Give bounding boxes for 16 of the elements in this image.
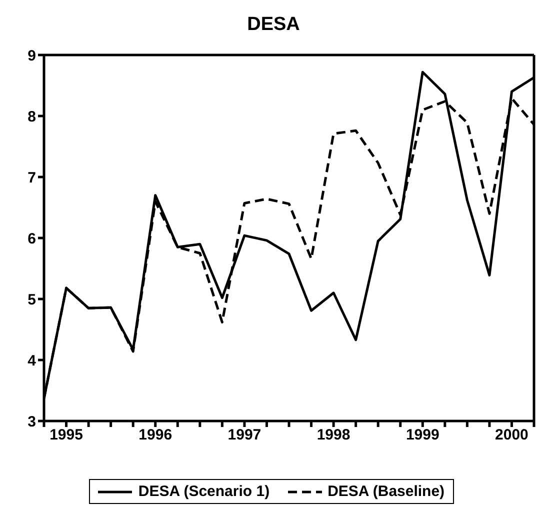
- y-tick-label: 9: [28, 47, 36, 64]
- x-tick-label: 1999: [406, 426, 440, 444]
- legend-label: DESA (Baseline): [328, 483, 445, 500]
- x-tick-label: 2000: [495, 426, 528, 444]
- y-tick-label: 5: [28, 291, 36, 308]
- x-tick-label: 1996: [138, 426, 172, 444]
- x-tick-label: 1995: [50, 426, 83, 444]
- y-tick-label: 6: [28, 230, 36, 248]
- chart-title: DESA: [246, 14, 301, 37]
- y-tick-label: 8: [28, 108, 36, 126]
- y-tick-label: 7: [28, 169, 36, 186]
- legend-label: DESA (Scenario 1): [138, 483, 270, 500]
- x-tick-label: 1998: [316, 426, 350, 444]
- x-tick-label: 1997: [228, 426, 262, 444]
- y-tick-label: 3: [28, 413, 36, 430]
- y-tick-label: 4: [28, 352, 37, 370]
